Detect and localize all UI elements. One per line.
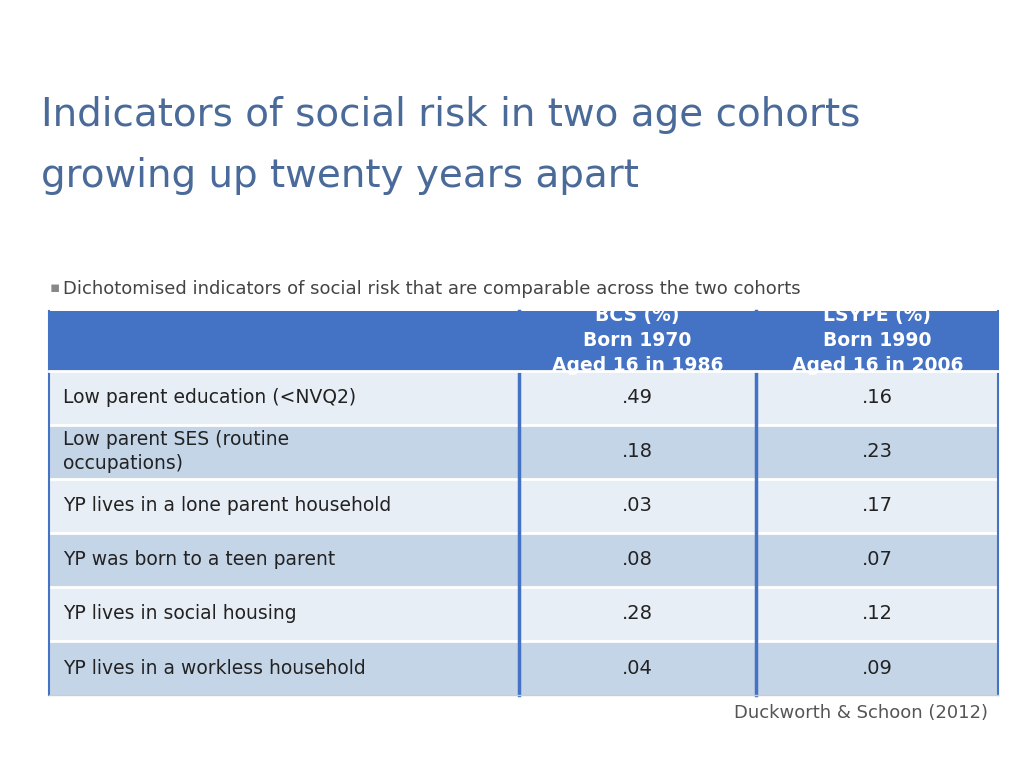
Text: .16: .16 [862, 388, 893, 407]
Text: Low parent SES (routine
occupations): Low parent SES (routine occupations) [63, 430, 290, 473]
Text: YP lives in a lone parent household: YP lives in a lone parent household [63, 496, 392, 515]
Text: Indicators of social risk in two age cohorts: Indicators of social risk in two age coh… [41, 96, 860, 134]
Text: .18: .18 [623, 442, 653, 461]
Text: .07: .07 [862, 551, 893, 569]
Text: ▪: ▪ [49, 280, 59, 296]
Text: .28: .28 [623, 604, 653, 624]
Text: .17: .17 [862, 496, 893, 515]
Text: .12: .12 [862, 604, 893, 624]
Text: .03: .03 [623, 496, 653, 515]
Text: Duckworth & Schoon (2012): Duckworth & Schoon (2012) [734, 704, 988, 722]
Text: Dichotomised indicators of social risk that are comparable across the two cohort: Dichotomised indicators of social risk t… [63, 280, 801, 298]
Text: LSYPE (%)
Born 1990
Aged 16 in 2006: LSYPE (%) Born 1990 Aged 16 in 2006 [792, 306, 964, 376]
Text: growing up twenty years apart: growing up twenty years apart [41, 157, 639, 195]
Text: YP lives in a workless household: YP lives in a workless household [63, 658, 367, 677]
Text: .49: .49 [623, 388, 653, 407]
Text: .08: .08 [623, 551, 653, 569]
Text: .04: .04 [623, 658, 653, 677]
Text: YP lives in social housing: YP lives in social housing [63, 604, 297, 624]
Text: Low parent education (<NVQ2): Low parent education (<NVQ2) [63, 388, 356, 407]
Text: .23: .23 [862, 442, 893, 461]
Text: BCS (%)
Born 1970
Aged 16 in 1986: BCS (%) Born 1970 Aged 16 in 1986 [552, 306, 723, 376]
Text: .09: .09 [862, 658, 893, 677]
Text: YP was born to a teen parent: YP was born to a teen parent [63, 551, 336, 569]
